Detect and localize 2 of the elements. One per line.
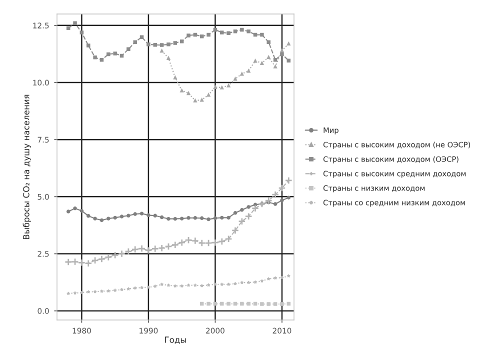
x-axis-title: Годы — [165, 336, 186, 344]
y-axis-title: Выбросы CO₂ на душу населения — [22, 94, 31, 240]
